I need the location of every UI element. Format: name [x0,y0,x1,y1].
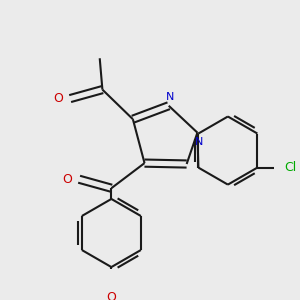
Text: N: N [195,136,203,147]
Text: N: N [166,92,175,102]
Text: O: O [53,92,63,105]
Text: O: O [106,291,116,300]
Text: Cl: Cl [284,161,296,174]
Text: O: O [62,173,72,186]
